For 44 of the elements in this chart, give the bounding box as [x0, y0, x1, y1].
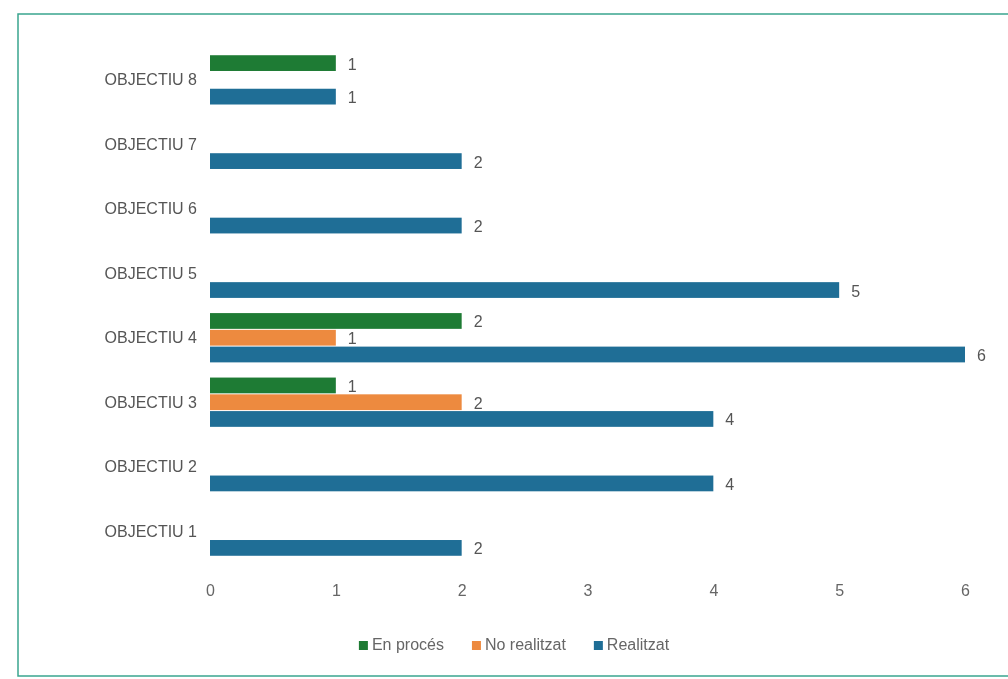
bar	[210, 329, 336, 346]
data-label: 4	[725, 411, 735, 429]
x-tick-label: 6	[961, 582, 971, 600]
y-tick-label: OBJECTIU 5	[104, 264, 198, 282]
data-label: 2	[473, 218, 483, 236]
data-label: 4	[725, 475, 735, 493]
legend-label: En procés	[371, 636, 444, 653]
bar	[210, 475, 714, 492]
y-tick-label: OBJECTIU 6	[104, 200, 198, 218]
data-label: 1	[347, 55, 357, 73]
y-tick-label: OBJECTIU 8	[104, 71, 198, 89]
bar	[210, 313, 462, 329]
bar	[210, 217, 462, 234]
y-tick-label: OBJECTIU 3	[104, 393, 198, 411]
data-label: 2	[473, 394, 483, 412]
y-tick-label: OBJECTIU 4	[104, 329, 198, 347]
y-tick-label: OBJECTIU 7	[104, 135, 198, 153]
data-label: 1	[347, 89, 357, 107]
data-label: 1	[347, 330, 357, 348]
bar	[210, 394, 462, 411]
bar	[210, 540, 462, 556]
data-label: 2	[473, 153, 483, 171]
y-tick-label: OBJECTIU 1	[104, 522, 198, 540]
x-tick-label: 4	[709, 582, 719, 600]
x-tick-label: 5	[835, 582, 845, 600]
legend-label: No realitzat	[484, 636, 567, 653]
bar	[210, 282, 840, 298]
x-tick-label: 3	[583, 582, 593, 600]
data-label: 6	[977, 346, 986, 364]
data-label: 2	[473, 313, 483, 331]
data-label: 1	[347, 377, 357, 395]
bar	[210, 346, 965, 363]
bar	[210, 55, 336, 71]
data-label: 5	[851, 282, 861, 300]
bar	[210, 153, 462, 169]
legend-label: Realitzat	[606, 636, 670, 653]
bar	[210, 88, 336, 105]
x-tick-label: 1	[331, 582, 341, 600]
y-tick-label: OBJECTIU 2	[104, 458, 198, 476]
x-tick-label: 2	[457, 582, 467, 600]
bar	[210, 411, 714, 427]
bar	[210, 377, 336, 394]
data-label: 2	[473, 540, 483, 558]
x-tick-label: 0	[206, 582, 216, 600]
